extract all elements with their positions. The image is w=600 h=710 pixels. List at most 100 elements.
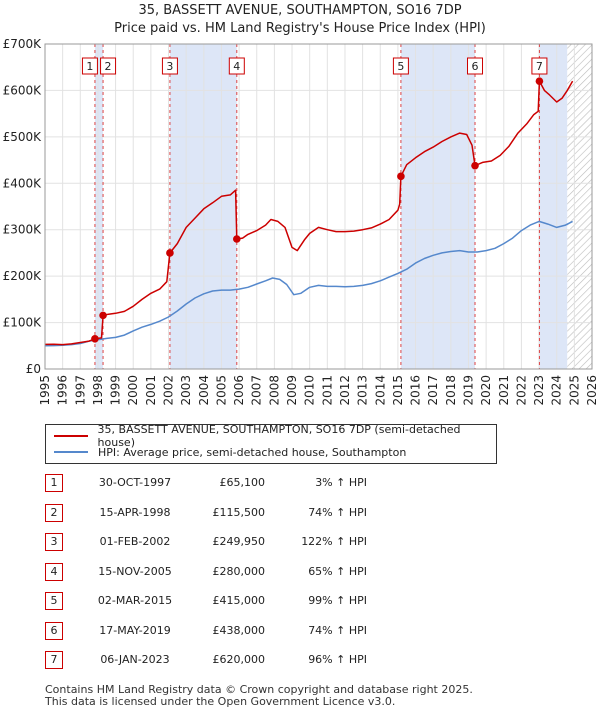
y-tick-label: £700K: [3, 37, 43, 51]
sale-marker: 4: [228, 57, 245, 75]
transaction-number: 3: [45, 533, 63, 551]
transaction-date: 17-MAY-2019: [99, 623, 171, 637]
transaction-price: £438,000: [212, 623, 266, 637]
sale-marker-box: [467, 57, 484, 75]
transaction-price: £280,000: [212, 564, 266, 578]
x-tick-label: 2023: [532, 375, 546, 406]
sale-point: [233, 235, 241, 243]
x-tick-label: 1996: [56, 375, 70, 406]
transaction-row: 7 06-JAN-2023 £620,000 96% ↑ HPI: [45, 651, 575, 671]
transaction-hpi-change: 74% ↑ HPI: [308, 623, 367, 637]
x-tick-label: 2013: [356, 375, 370, 406]
sale-marker-label: 1: [86, 60, 93, 73]
sale-marker: 7: [531, 57, 548, 75]
plot-border: [44, 43, 593, 370]
x-tick-label: 2004: [197, 375, 211, 406]
transaction-price: £115,500: [212, 505, 266, 519]
transaction-number: 2: [45, 503, 63, 522]
sale-marker-label: 2: [105, 60, 112, 73]
sale-marker-label: 7: [536, 60, 543, 73]
x-tick-label: 2016: [409, 375, 423, 406]
sale-marker-box: [100, 57, 117, 75]
x-tick-label: 2011: [320, 375, 334, 406]
legend-label-hpi: HPI: Average price, semi-detached house,…: [98, 445, 407, 459]
x-tick-label: 2007: [250, 375, 264, 406]
transaction-number: 6: [45, 621, 63, 640]
transaction-price: £620,000: [212, 653, 266, 666]
x-tick-label: 2025: [567, 375, 581, 406]
sale-marker-label: 3: [166, 60, 173, 73]
transaction-date: 01-FEB-2002: [99, 535, 171, 548]
x-tick-label: 2010: [303, 375, 317, 406]
transaction-date: 15-APR-1998: [99, 505, 171, 519]
x-tick-label: 2021: [497, 375, 511, 406]
x-tick-label: 2018: [444, 375, 458, 406]
sale-marker: 6: [467, 57, 484, 75]
chart-title-line1: 35, BASSETT AVENUE, SOUTHAMPTON, SO16 7D…: [138, 3, 462, 18]
x-tick-label: 2005: [214, 375, 228, 406]
transaction-date: 02-MAR-2015: [97, 594, 173, 607]
x-tick-label: 2024: [550, 375, 564, 406]
transaction-price: £249,950: [212, 535, 266, 548]
y-tick-label: £500K: [3, 130, 43, 144]
sale-point: [471, 161, 479, 170]
sale-point: [397, 172, 405, 181]
chart-title-line2: Price paid vs. HM Land Registry's House …: [114, 21, 486, 36]
x-tick-label: 2006: [232, 375, 246, 406]
footer-copyright: Contains HM Land Registry data © Crown c…: [45, 683, 473, 696]
transaction-hpi-change: 96% ↑ HPI: [308, 653, 367, 666]
sale-marker: 1: [81, 57, 98, 75]
hpi-line: [44, 220, 573, 347]
legend-swatch-hpi: [54, 451, 88, 453]
sale-marker-label: 4: [233, 60, 240, 73]
price-chart: £0 £100K £200K £300K £400K £500K £600K £700K 199…: [3, 37, 599, 406]
sale-marker-label: 5: [397, 60, 404, 73]
footer-licence: This data is licensed under the Open Gov…: [45, 695, 396, 708]
x-tick-label: 2002: [162, 375, 176, 406]
x-tick-label: 2019: [461, 375, 475, 406]
transaction-price: £415,000: [212, 594, 266, 607]
transaction-price: £65,100: [219, 476, 266, 489]
legend-label-property: 35, BASSETT AVENUE, SOUTHAMPTON, SO16 7D…: [97, 423, 461, 449]
transaction-date: 15-NOV-2005: [98, 564, 172, 578]
transaction-row: 4 15-NOV-2005 £280,000 65% ↑ HPI: [45, 562, 575, 583]
sale-marker-box: [81, 57, 98, 75]
transaction-number: 7: [45, 651, 63, 669]
transaction-date: 06-JAN-2023: [100, 653, 170, 666]
x-tick-label: 2020: [479, 375, 493, 406]
transaction-date: 30-OCT-1997: [98, 476, 172, 489]
x-tick-label: 2000: [126, 375, 140, 406]
y-tick-label: £100K: [3, 316, 43, 330]
x-tick-label: 1998: [91, 375, 105, 406]
sale-marker-box: [392, 57, 409, 75]
x-tick-label: 2022: [514, 375, 528, 406]
sale-point: [535, 77, 544, 85]
sale-point: [166, 249, 174, 257]
x-tick-label: 2001: [144, 375, 158, 406]
transaction-number: 4: [45, 562, 63, 581]
transaction-row: 1 30-OCT-1997 £65,100 3% ↑ HPI: [45, 474, 575, 494]
transaction-hpi-change: 3% ↑ HPI: [315, 476, 367, 489]
sale-marker-box: [531, 57, 548, 75]
x-tick-label: 2003: [179, 375, 193, 406]
transaction-hpi-change: 122% ↑ HPI: [301, 535, 367, 548]
x-tick-label: 2008: [267, 375, 281, 406]
y-tick-label: £0: [26, 362, 41, 376]
transaction-hpi-change: 74% ↑ HPI: [308, 505, 367, 519]
y-tick-label: £400K: [3, 176, 43, 190]
transaction-number: 1: [45, 474, 63, 492]
x-tick-label: 2009: [285, 375, 299, 406]
plot-background: [45, 44, 592, 369]
property-price-line: [44, 80, 574, 346]
sale-marker-label: 6: [472, 60, 479, 73]
transaction-number: 5: [45, 592, 63, 610]
sale-point: [91, 334, 99, 343]
sale-marker: 3: [161, 57, 178, 75]
transaction-hpi-change: 99% ↑ HPI: [308, 594, 367, 607]
x-tick-label: 1997: [73, 375, 87, 406]
transaction-row: 6 17-MAY-2019 £438,000 74% ↑ HPI: [45, 621, 575, 642]
x-tick-label: 1999: [109, 375, 123, 406]
x-tick-label: 2026: [585, 375, 599, 406]
y-tick-label: £600K: [3, 83, 43, 97]
sale-marker-box: [228, 57, 245, 75]
